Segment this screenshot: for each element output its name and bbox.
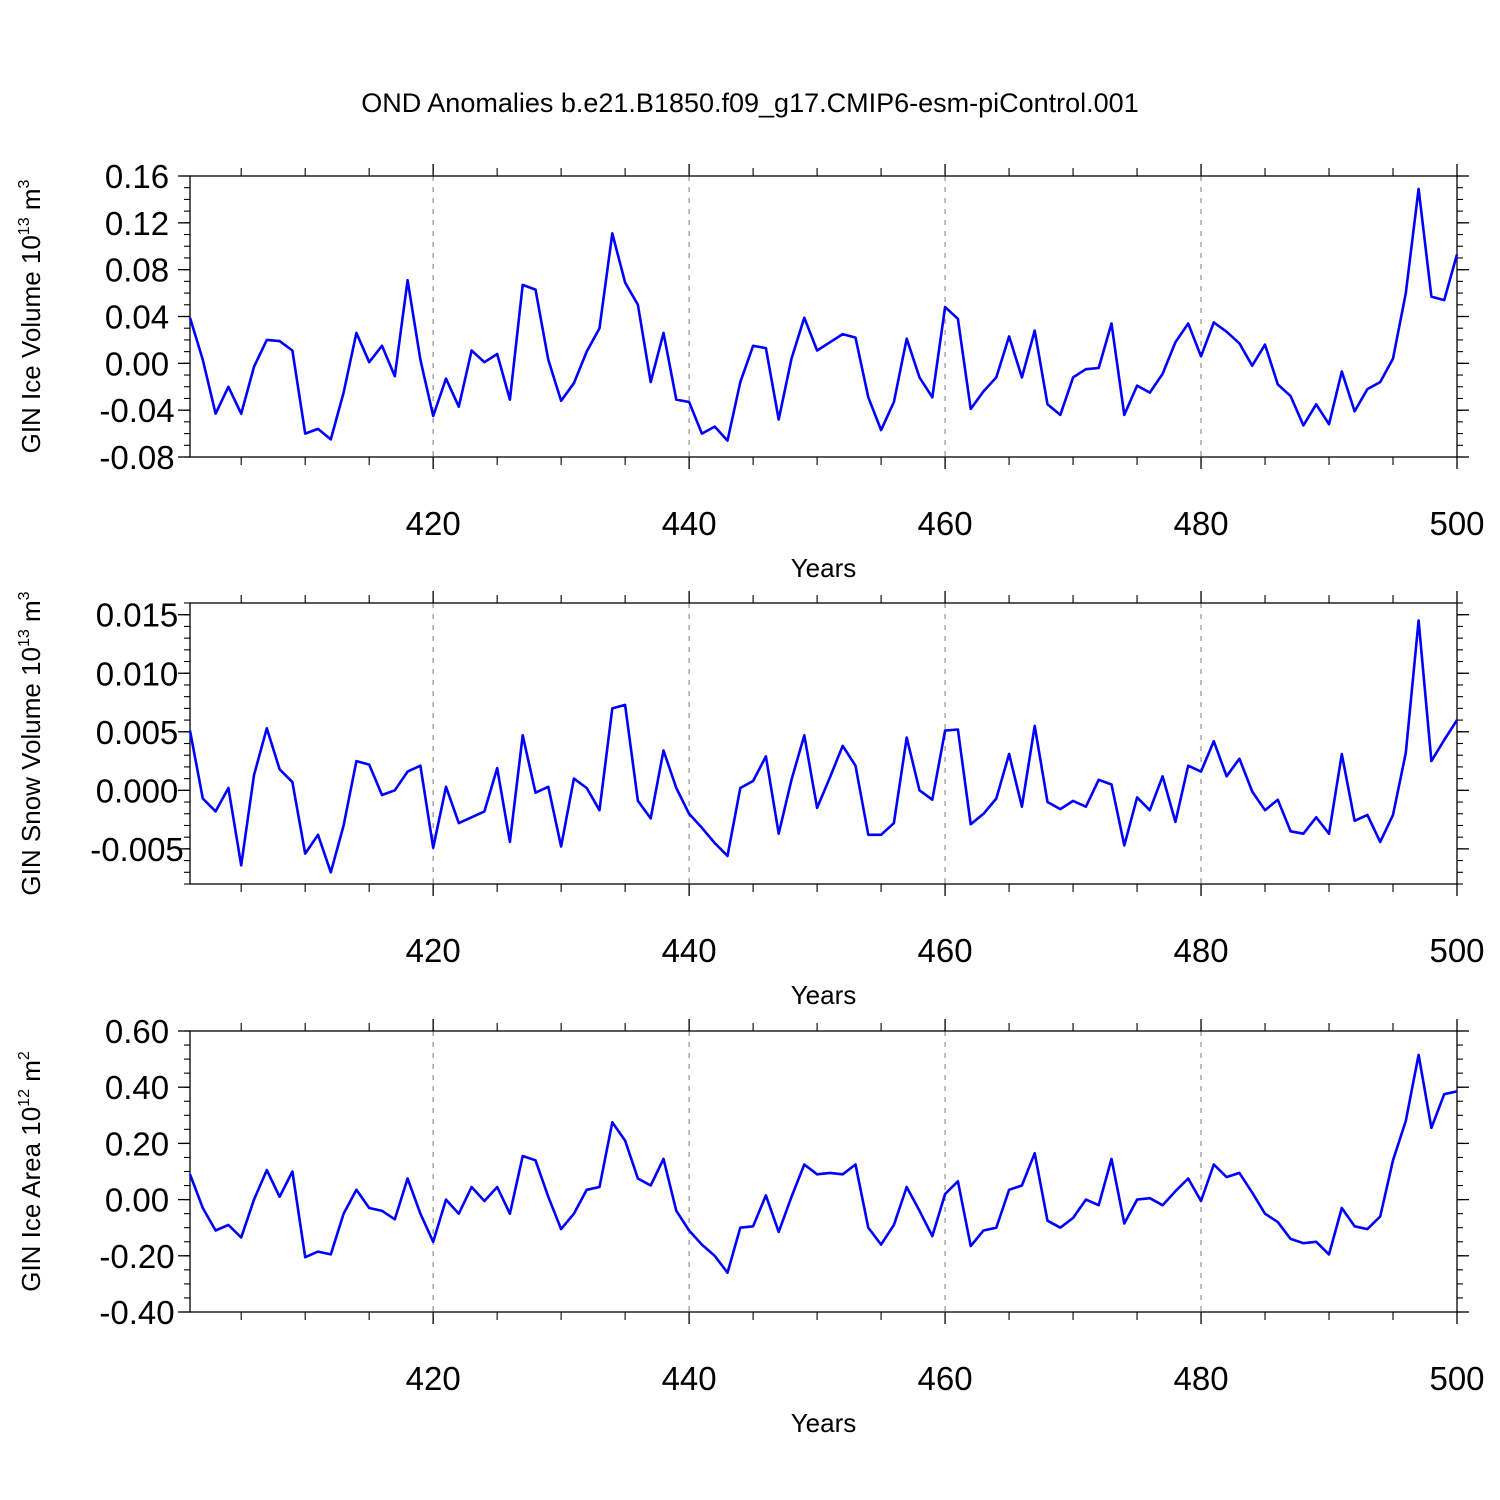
- y-tick-label: -0.005: [90, 831, 184, 868]
- y-axis-label-exponent: 3: [16, 591, 33, 600]
- y-tick-label: -0.08: [99, 439, 174, 476]
- plot-frame: [189, 602, 1458, 885]
- x-tick-label: 500: [1429, 932, 1484, 969]
- y-axis-label: GIN Ice Area 1012 m2: [16, 1051, 46, 1292]
- x-tick-label: 420: [406, 932, 461, 969]
- x-tick-label: 460: [918, 1360, 973, 1397]
- series-line-ice-volume: [188, 187, 1459, 442]
- y-tick-label: 0.005: [96, 714, 179, 751]
- y-tick-label: 0.08: [105, 252, 169, 289]
- y-tick-label: 0.00: [105, 345, 169, 382]
- x-tick-label: 440: [662, 505, 717, 542]
- panel-ice-volume: -0.08 -0.04 0.00 0.04 0.08 0.12 0.16 420 440 460 4…: [16, 158, 1485, 583]
- y-tick-label: 0.000: [96, 772, 179, 809]
- y-axis-label-text: GIN Ice Area 10: [16, 1107, 46, 1292]
- panels: -0.08 -0.04 0.00 0.04 0.08 0.12 0.16 420 440 460 4…: [16, 158, 1485, 1438]
- y-axis-label-text: m: [16, 188, 46, 217]
- panel-snow-volume: -0.005 0.000 0.005 0.010 0.015 420 440 460 480 50…: [16, 591, 1485, 1010]
- panel-ice-area: -0.40 -0.20 0.00 0.20 0.40 0.60 420 440 460 480 50…: [16, 1013, 1485, 1438]
- x-tick-label: 420: [406, 1360, 461, 1397]
- x-tick-label: 440: [662, 1360, 717, 1397]
- x-axis-label: Years: [791, 980, 857, 1010]
- y-axis-label-exponent: 3: [16, 179, 33, 188]
- y-axis-label-exponent: 12: [16, 1089, 33, 1107]
- y-tick-label: -0.20: [99, 1238, 174, 1275]
- y-tick-label: 0.16: [105, 158, 169, 195]
- x-tick-label: 480: [1174, 932, 1229, 969]
- y-axis-label-exponent: 2: [16, 1051, 33, 1060]
- plot-frame: [189, 1030, 1458, 1313]
- x-tick-label: 440: [662, 932, 717, 969]
- y-tick-label: 0.60: [105, 1013, 169, 1050]
- y-tick-label: 0.00: [105, 1182, 169, 1219]
- y-axis-label-text: GIN Snow Volume 10: [16, 647, 46, 896]
- y-axis-label: GIN Snow Volume 1013 m3: [16, 591, 46, 895]
- y-tick-label: 0.40: [105, 1069, 169, 1106]
- y-tick-label: 0.04: [105, 299, 169, 336]
- x-tick-label: 420: [406, 505, 461, 542]
- x-tick-label: 480: [1174, 1360, 1229, 1397]
- y-axis-label: GIN Ice Volume 1013 m3: [16, 179, 46, 453]
- x-tick-label: 500: [1429, 1360, 1484, 1397]
- y-axis-label-text: m: [16, 600, 46, 629]
- x-tick-label: 460: [918, 505, 973, 542]
- x-axis-label: Years: [791, 553, 857, 583]
- x-tick-label: 500: [1429, 505, 1484, 542]
- x-tick-label: 460: [918, 932, 973, 969]
- y-axis-label-text: GIN Ice Volume 10: [16, 235, 46, 453]
- x-axis-label: Years: [791, 1408, 857, 1438]
- y-tick-label: 0.015: [96, 597, 179, 634]
- series-line-snow-volume: [188, 619, 1459, 874]
- y-axis-label-text: m: [16, 1060, 46, 1089]
- x-tick-label: 480: [1174, 505, 1229, 542]
- y-tick-label: 0.20: [105, 1125, 169, 1162]
- figure-title: OND Anomalies b.e21.B1850.f09_g17.CMIP6-…: [361, 88, 1138, 118]
- y-axis-label-exponent: 13: [16, 629, 33, 647]
- y-tick-label: 0.12: [105, 205, 169, 242]
- y-tick-label: -0.04: [99, 392, 174, 429]
- y-tick-label: 0.010: [96, 655, 179, 692]
- plot-frame: [189, 175, 1458, 458]
- y-tick-label: -0.40: [99, 1294, 174, 1331]
- series-line-ice-area: [188, 1053, 1458, 1274]
- y-axis-label-exponent: 13: [16, 217, 33, 235]
